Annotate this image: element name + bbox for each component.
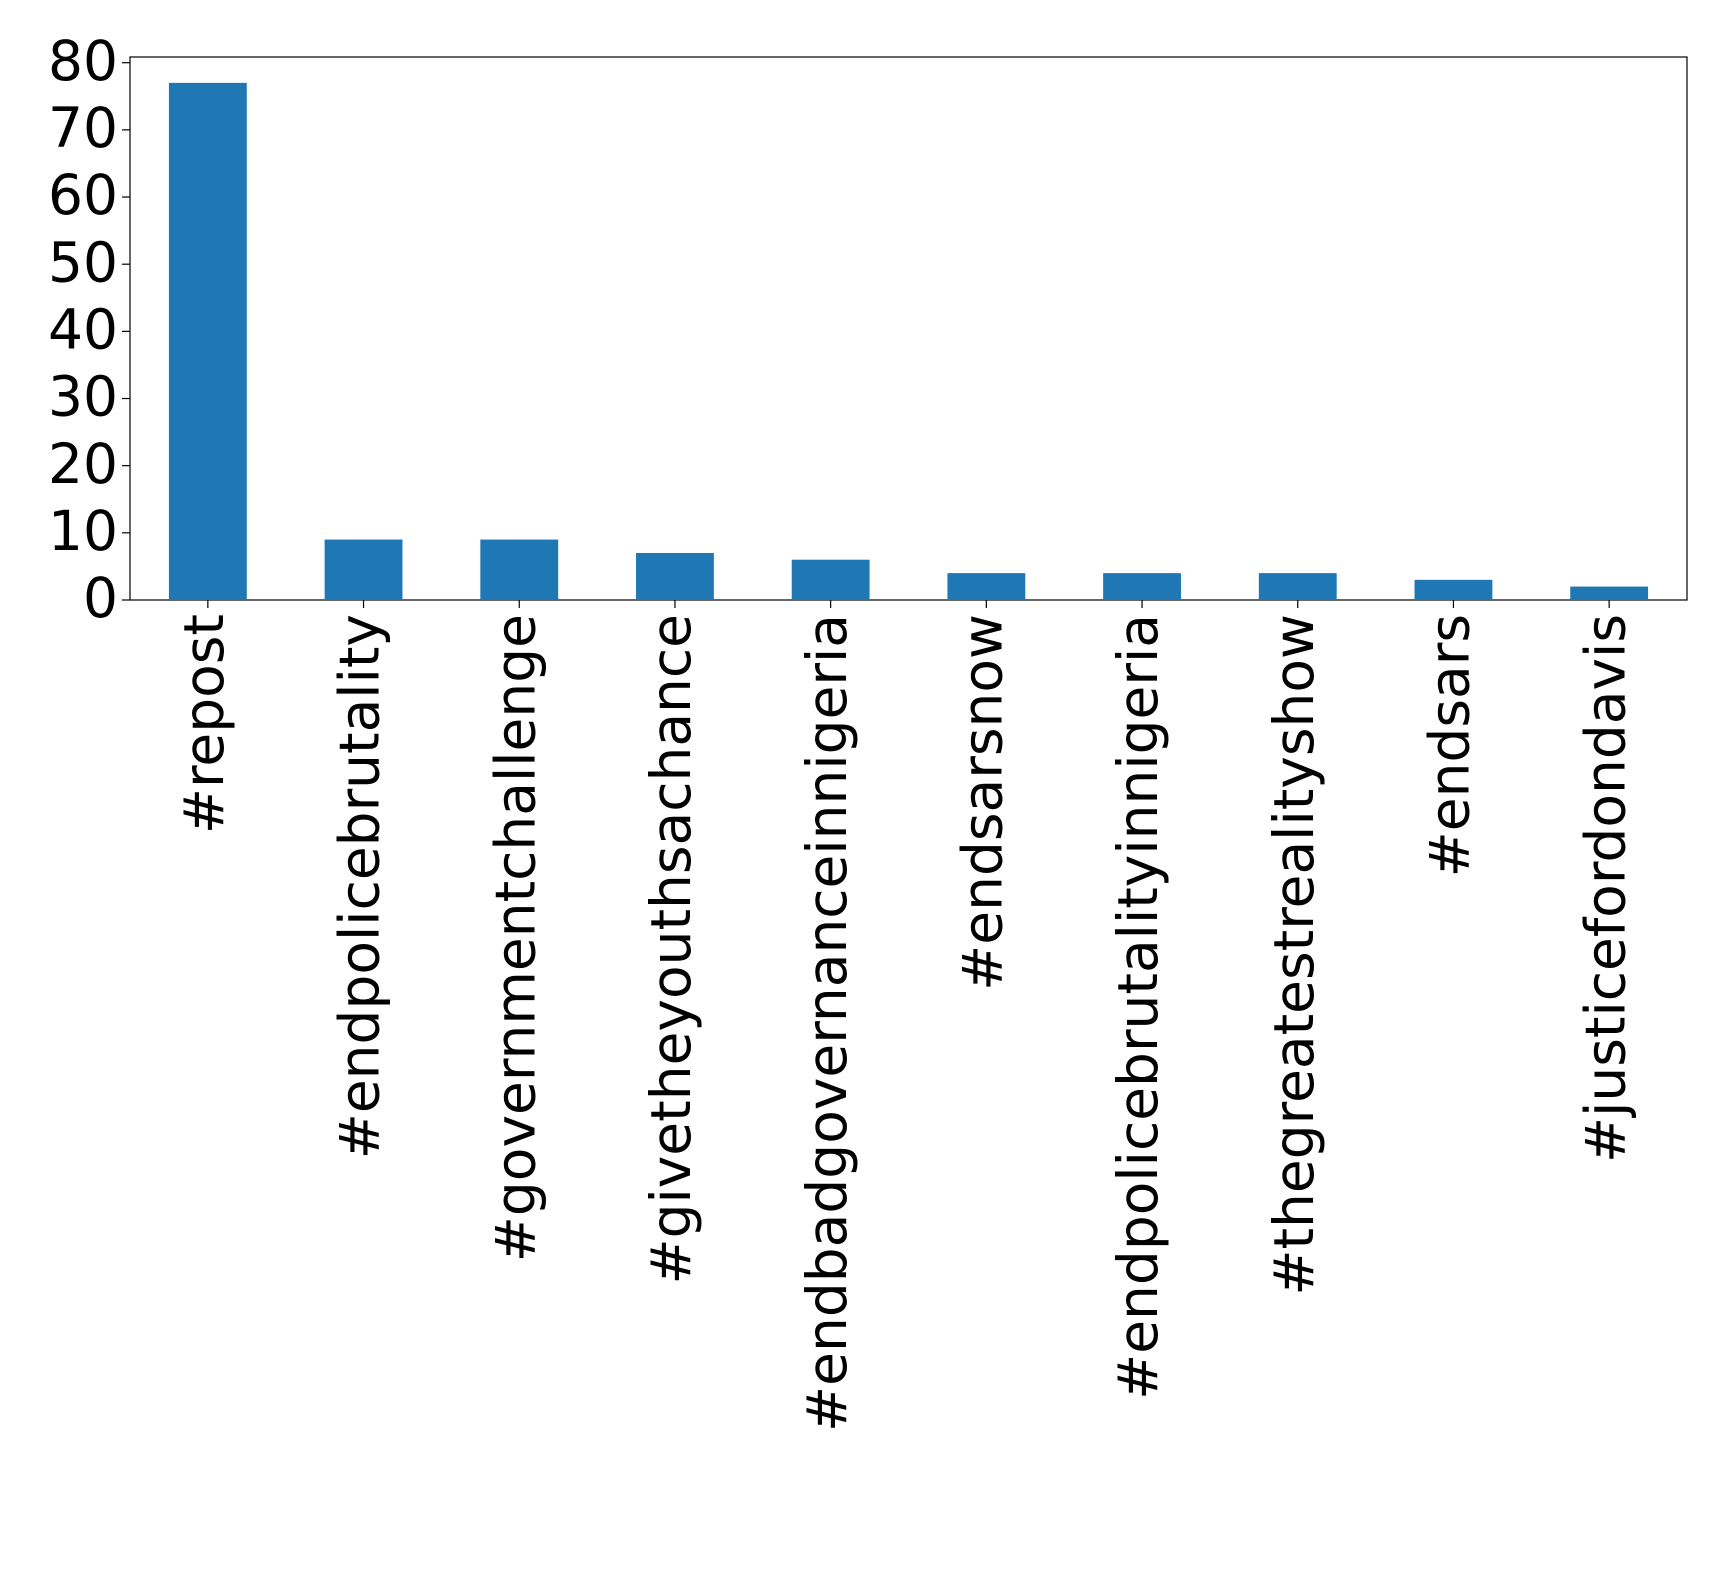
y-tick-label: 0 xyxy=(83,566,118,630)
bar xyxy=(480,539,559,600)
bar xyxy=(636,552,714,600)
x-tick-label: #endpolicebrutalityinnigeria xyxy=(1106,614,1170,1400)
x-tick-label: #governmentchallenge xyxy=(483,614,547,1262)
axes-frame xyxy=(129,56,1688,601)
x-tick-label: #givetheyouthsachance xyxy=(639,614,703,1285)
y-tick-label: 30 xyxy=(48,365,118,429)
x-tick-label: #endbadgovernanceinnigeria xyxy=(795,614,859,1432)
bar xyxy=(791,559,870,600)
x-tick-label: #repost xyxy=(172,614,236,834)
x-tick-label: #thegreatestrealityshow xyxy=(1262,614,1326,1296)
bar xyxy=(1103,573,1181,600)
bar xyxy=(1414,579,1493,600)
y-tick-label: 80 xyxy=(48,29,118,93)
x-tick-label: #justicefordondavis xyxy=(1573,614,1637,1163)
x-tick-label: #endsars xyxy=(1418,614,1482,877)
y-tick-label: 40 xyxy=(48,297,118,361)
y-tick-label: 50 xyxy=(48,230,118,294)
x-tick-label: #endpolicebrutality xyxy=(328,614,392,1159)
x-tick-label: #endsarsnow xyxy=(950,614,1014,991)
y-tick-label: 10 xyxy=(48,499,118,563)
y-tick-label: 60 xyxy=(48,163,118,227)
bar xyxy=(1258,573,1337,600)
bar xyxy=(168,82,247,601)
bar xyxy=(324,539,403,600)
bar xyxy=(1570,586,1649,600)
y-tick-label: 70 xyxy=(48,96,118,160)
bar xyxy=(947,573,1026,600)
y-tick-label: 20 xyxy=(48,432,118,496)
